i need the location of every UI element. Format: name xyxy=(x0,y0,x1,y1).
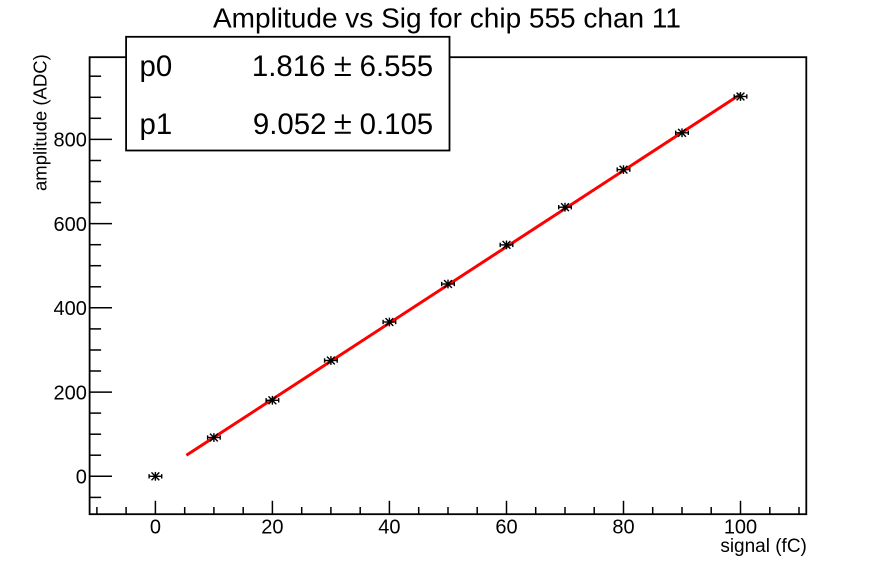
svg-text:p1: p1 xyxy=(140,108,173,141)
svg-text:signal (fC): signal (fC) xyxy=(720,536,807,557)
svg-text:200: 200 xyxy=(54,382,87,404)
svg-text:6.555: 6.555 xyxy=(360,50,434,83)
svg-text:0.105: 0.105 xyxy=(360,108,434,141)
svg-text:p0: p0 xyxy=(140,50,173,83)
svg-text:1.816: 1.816 xyxy=(252,50,326,83)
svg-text:60: 60 xyxy=(495,517,517,539)
svg-text:400: 400 xyxy=(54,298,87,320)
svg-text:800: 800 xyxy=(54,130,87,152)
svg-text:20: 20 xyxy=(261,517,283,539)
svg-text:600: 600 xyxy=(54,214,87,236)
svg-text:Amplitude vs Sig for chip 555: Amplitude vs Sig for chip 555 chan 11 xyxy=(213,3,681,34)
svg-text:amplitude (ADC): amplitude (ADC) xyxy=(29,54,50,191)
svg-text:0: 0 xyxy=(150,517,161,539)
svg-text:9.052: 9.052 xyxy=(253,108,327,141)
svg-text:0: 0 xyxy=(76,467,87,489)
svg-text:40: 40 xyxy=(378,517,400,539)
svg-text:80: 80 xyxy=(612,517,634,539)
svg-text:100: 100 xyxy=(724,517,757,539)
